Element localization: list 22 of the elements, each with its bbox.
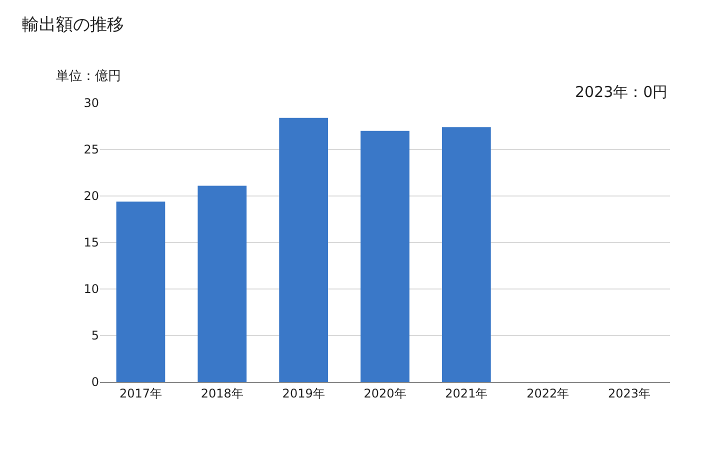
x-tick-label: 2017年 [119,386,162,400]
y-tick-label: 5 [91,328,99,343]
x-tick-label: 2018年 [200,386,244,400]
x-tick-label: 2023年 [608,386,651,400]
y-axis-title: 単位：億円 [56,69,121,84]
y-tick-label: 15 [84,236,99,250]
y-tick-label: 20 [84,189,99,204]
text: 2023年：0円 [575,83,668,101]
y-tick-label: 0 [91,375,99,390]
x-tick-label: 2020年 [364,386,406,400]
bar [116,202,166,382]
y-tick-label: 30 [84,96,99,110]
y-tick-label: 10 [84,282,99,296]
bar [279,118,328,382]
bar [360,130,410,382]
x-tick-label: 2022年 [526,386,570,400]
bar [442,127,491,382]
x-tick-label: 2019年 [282,386,325,400]
chart-title: 輸出額の推移 [22,14,124,35]
x-tick-label: 2021年 [445,386,488,400]
bar [198,186,247,382]
y-tick-label: 25 [84,142,99,157]
